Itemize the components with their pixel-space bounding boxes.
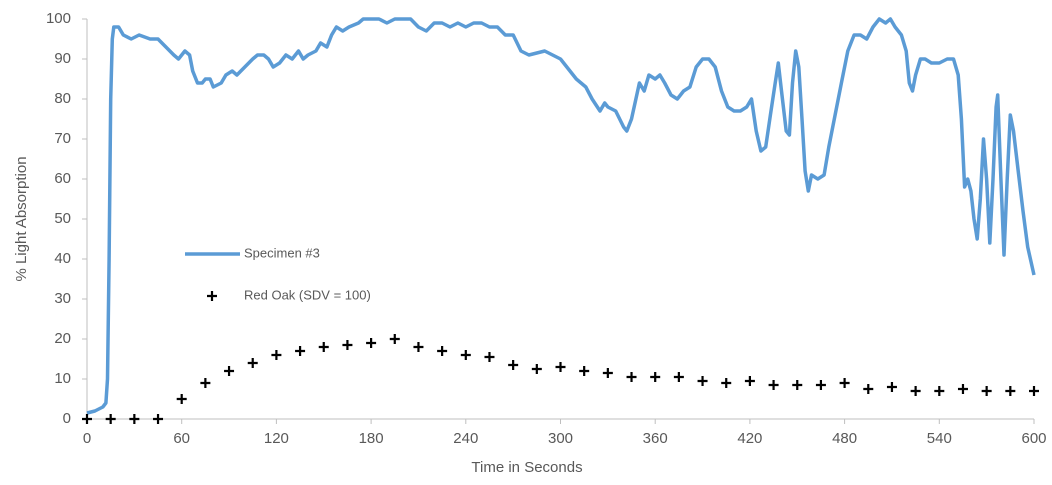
data-point — [1005, 386, 1016, 396]
legend-label: Specimen #3 — [244, 245, 320, 260]
x-tick-label: 300 — [548, 430, 573, 447]
data-point — [792, 380, 803, 390]
data-point — [626, 372, 637, 382]
y-tick-label: 70 — [54, 130, 71, 147]
y-axis-title: % Light Absorption — [13, 156, 30, 281]
data-point — [768, 380, 779, 390]
data-point — [342, 340, 353, 350]
data-point — [555, 362, 566, 372]
data-point — [413, 342, 424, 352]
x-tick-label: 360 — [643, 430, 668, 447]
legend-label: Red Oak (SDV = 100) — [244, 287, 371, 302]
x-tick-label: 480 — [832, 430, 857, 447]
data-point — [318, 342, 329, 352]
data-point — [508, 360, 519, 370]
y-tick-label: 30 — [54, 290, 71, 307]
y-tick-label: 60 — [54, 170, 71, 187]
data-point — [839, 378, 850, 388]
data-point — [815, 380, 826, 390]
data-point — [82, 414, 92, 424]
data-point — [863, 384, 874, 394]
data-point — [484, 352, 495, 362]
data-point — [886, 382, 897, 392]
data-point — [697, 376, 708, 386]
data-point — [176, 394, 187, 404]
x-tick-label: 0 — [83, 430, 91, 447]
data-point — [247, 358, 258, 368]
data-point — [295, 346, 306, 356]
data-point — [271, 350, 282, 360]
data-point — [934, 386, 945, 396]
y-tick-label: 90 — [54, 50, 71, 67]
x-tick-label: 60 — [173, 430, 190, 447]
x-tick-label: 240 — [453, 430, 478, 447]
data-point — [389, 334, 400, 344]
x-tick-label: 600 — [1021, 430, 1046, 447]
data-point — [579, 366, 590, 376]
y-tick-label: 100 — [46, 10, 71, 27]
data-point — [1029, 386, 1039, 396]
data-point — [721, 378, 732, 388]
data-point — [981, 386, 992, 396]
data-line — [86, 17, 1036, 415]
data-point — [650, 372, 661, 382]
data-point — [910, 386, 921, 396]
y-tick-label: 50 — [54, 210, 71, 227]
x-axis-title: Time in Seconds — [471, 459, 582, 476]
y-tick-label: 40 — [54, 250, 71, 267]
y-tick-label: 20 — [54, 330, 71, 347]
data-point — [460, 350, 471, 360]
data-point — [744, 376, 755, 386]
x-tick-label: 420 — [737, 430, 762, 447]
x-tick-label: 120 — [264, 430, 289, 447]
data-point — [366, 338, 377, 348]
x-tick-label: 540 — [927, 430, 952, 447]
data-point — [200, 378, 211, 388]
data-point — [673, 372, 684, 382]
data-point — [105, 414, 116, 424]
data-point — [129, 414, 140, 424]
data-point — [153, 414, 164, 424]
data-point — [224, 366, 235, 376]
y-tick-label: 0 — [63, 410, 71, 427]
legend-swatch — [207, 291, 217, 301]
y-tick-label: 10 — [54, 370, 71, 387]
x-tick-label: 180 — [359, 430, 384, 447]
data-point — [957, 384, 968, 394]
data-point — [531, 364, 542, 374]
y-tick-label: 80 — [54, 90, 71, 107]
data-point — [437, 346, 448, 356]
data-point — [602, 368, 613, 378]
